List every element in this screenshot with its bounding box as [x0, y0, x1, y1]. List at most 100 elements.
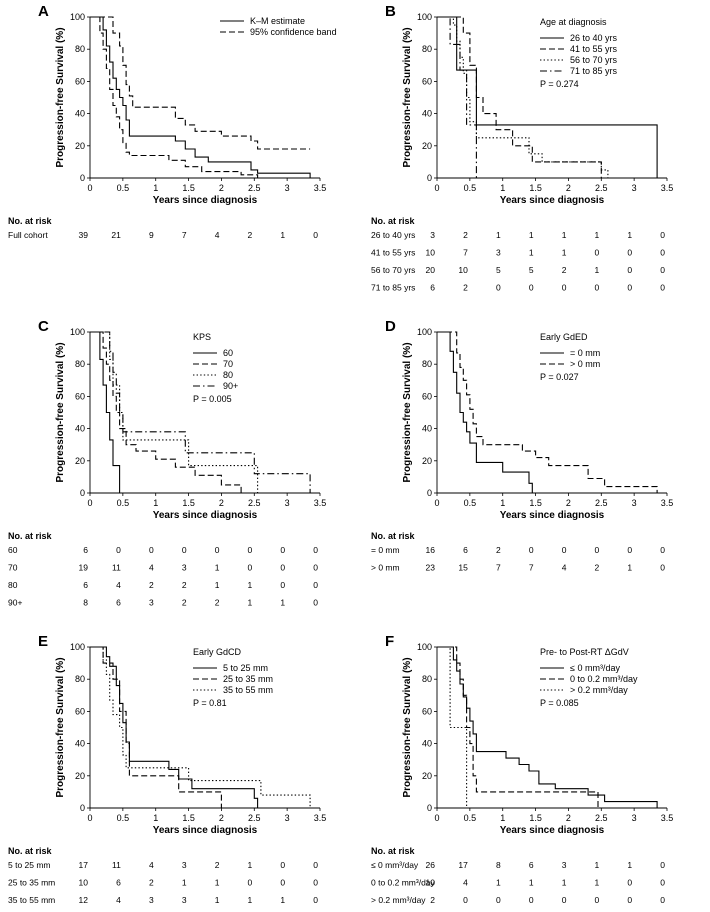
- risk-value: 1: [595, 230, 600, 240]
- risk-value: 0: [248, 563, 253, 573]
- y-tick-label: 100: [70, 642, 85, 652]
- risk-value: 1: [529, 248, 534, 258]
- y-tick-label: 40: [422, 739, 432, 749]
- risk-value: 0: [496, 283, 501, 293]
- risk-table: No. at risk = 0 mm 16 6 2 0 0 0 0 0 > 0 mm 23 15 7 7 4 2…: [371, 531, 665, 573]
- risk-value: 0: [660, 283, 665, 293]
- p-value: P = 0.005: [193, 394, 232, 404]
- risk-value: 0: [463, 895, 468, 905]
- y-tick-label: 60: [422, 706, 432, 716]
- risk-row-label: 25 to 35 mm: [8, 878, 55, 888]
- legend-label: 90+: [223, 381, 238, 391]
- series-line: [437, 331, 533, 493]
- x-tick-label: 1: [153, 813, 158, 823]
- series-line: [437, 16, 609, 178]
- risk-value: 0: [248, 545, 253, 555]
- risk-row: 26 to 40 yrs 3 2 1 1 1 1 1 0: [371, 230, 665, 240]
- y-tick-label: 80: [422, 674, 432, 684]
- risk-value: 3: [182, 563, 187, 573]
- x-tick-label: 3.5: [661, 183, 674, 193]
- legend-label: > 0 mm: [570, 359, 600, 369]
- risk-value: 0: [116, 545, 121, 555]
- risk-value: 3: [149, 895, 154, 905]
- series-line: [90, 16, 311, 178]
- legend-title: Early GdED: [540, 332, 588, 342]
- legend-title: Early GdCD: [193, 647, 242, 657]
- risk-value: 2: [215, 860, 220, 870]
- risk-value: 26: [426, 860, 436, 870]
- risk-row: 56 to 70 yrs 20 10 5 5 2 1 0 0: [371, 265, 665, 275]
- risk-value: 0: [660, 248, 665, 258]
- y-tick-label: 60: [422, 391, 432, 401]
- risk-row: ≤ 0 mm³/day 26 17 8 6 3 1 1 0: [371, 860, 665, 870]
- y-axis-title: Progression-free Survival (%): [55, 342, 66, 482]
- risk-value: 1: [280, 895, 285, 905]
- risk-value: 0: [313, 895, 318, 905]
- risk-value: 6: [83, 580, 88, 590]
- y-tick-label: 20: [75, 771, 85, 781]
- y-axis-title: Progression-free Survival (%): [55, 657, 66, 797]
- risk-value: 1: [280, 598, 285, 608]
- panel-letter: C: [38, 318, 49, 335]
- x-tick-label: 1: [153, 183, 158, 193]
- y-tick-label: 60: [75, 76, 85, 86]
- risk-value: 2: [562, 265, 567, 275]
- series-line: [90, 331, 259, 493]
- legend-label: 5 to 25 mm: [223, 663, 268, 673]
- series-line: [437, 646, 599, 808]
- risk-value: 0: [529, 283, 534, 293]
- risk-value: 4: [562, 563, 567, 573]
- y-tick-label: 20: [422, 456, 432, 466]
- y-tick-label: 40: [422, 109, 432, 119]
- legend-title: Age at diagnosis: [540, 17, 607, 27]
- risk-value: 1: [627, 860, 632, 870]
- risk-value: 3: [182, 895, 187, 905]
- risk-value: 0: [280, 545, 285, 555]
- risk-value: 1: [627, 563, 632, 573]
- x-tick-label: 0.5: [117, 183, 130, 193]
- x-tick-label: 3: [285, 813, 290, 823]
- risk-value: 39: [79, 230, 89, 240]
- risk-value: 1: [627, 230, 632, 240]
- x-tick-label: 1.5: [182, 813, 195, 823]
- y-tick-label: 100: [417, 642, 432, 652]
- x-axis-title: Years since diagnosis: [153, 825, 258, 836]
- risk-value: 1: [595, 860, 600, 870]
- risk-value: 1: [562, 878, 567, 888]
- risk-value: 2: [149, 878, 154, 888]
- series-line: [437, 16, 477, 178]
- x-tick-label: 2: [566, 813, 571, 823]
- series-line: [90, 331, 311, 493]
- risk-row: 71 to 85 yrs 6 2 0 0 0 0 0 0: [371, 283, 665, 293]
- x-tick-label: 2.5: [595, 498, 608, 508]
- risk-row-label: 56 to 70 yrs: [371, 265, 415, 275]
- series-line: [90, 16, 311, 150]
- risk-row: > 0 mm 23 15 7 7 4 2 1 0: [371, 563, 665, 573]
- x-tick-label: 1: [153, 498, 158, 508]
- risk-row: 25 to 35 mm 10 6 2 1 1 0 0 0: [8, 878, 318, 888]
- risk-row-label: 70: [8, 563, 18, 573]
- risk-value: 2: [182, 580, 187, 590]
- risk-row: 70 19 11 4 3 1 0 0 0: [8, 563, 318, 573]
- risk-value: 0: [529, 895, 534, 905]
- risk-value: 2: [182, 598, 187, 608]
- risk-value: 9: [149, 230, 154, 240]
- risk-value: 0: [660, 860, 665, 870]
- risk-value: 1: [529, 878, 534, 888]
- series-line: [437, 646, 658, 808]
- risk-value: 4: [116, 895, 121, 905]
- y-axis-title: Progression-free Survival (%): [402, 657, 413, 797]
- y-tick-label: 40: [422, 424, 432, 434]
- risk-value: 1: [595, 878, 600, 888]
- risk-value: 0: [562, 283, 567, 293]
- panel-letter: E: [38, 633, 48, 650]
- series-line: [90, 646, 311, 808]
- y-axis-title: Progression-free Survival (%): [55, 27, 66, 167]
- risk-value: 0: [660, 265, 665, 275]
- risk-row: 35 to 55 mm 12 4 3 3 1 1 1 0: [8, 895, 318, 905]
- risk-value: 12: [79, 895, 89, 905]
